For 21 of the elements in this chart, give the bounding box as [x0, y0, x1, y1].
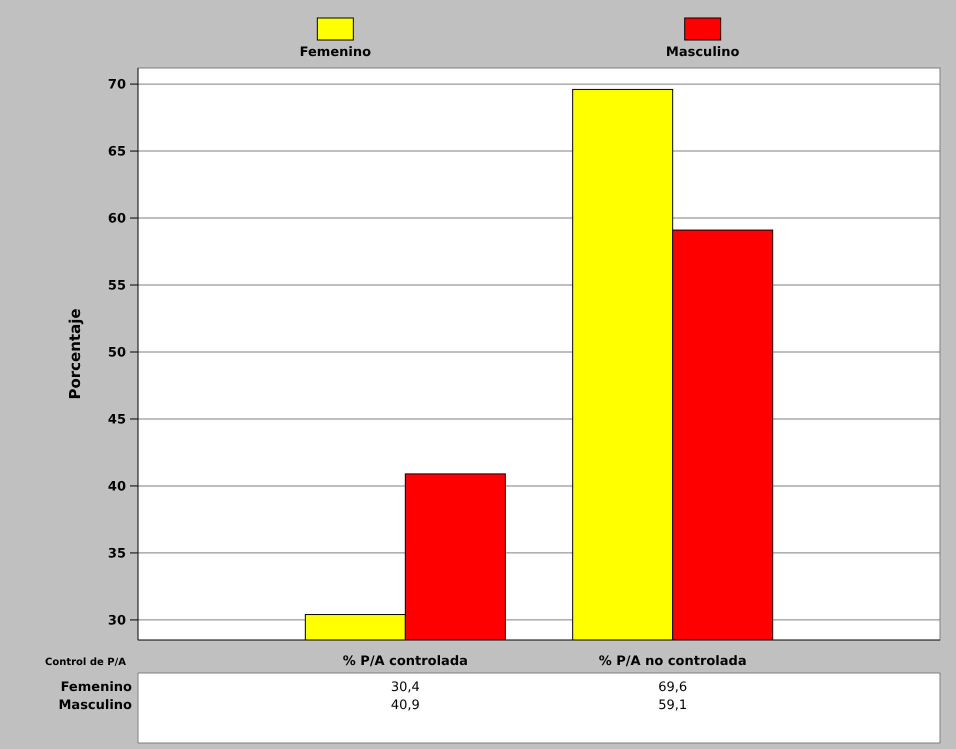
y-tick-label: 65	[108, 144, 126, 160]
text: Femenino	[60, 680, 132, 695]
x-axis-title: Control de P/A	[45, 657, 126, 668]
text: Masculino	[58, 698, 132, 713]
y-tick-label: 35	[108, 546, 126, 562]
y-tick-label: 30	[108, 613, 126, 628]
y-tick-label: 45	[108, 412, 126, 428]
y-tick-label: 55	[108, 278, 126, 294]
legend-label: Masculino	[666, 45, 740, 60]
y-tick-label: 40	[108, 480, 126, 494]
y-tick-label: 50	[108, 346, 126, 361]
y-tick-label: 70	[108, 78, 126, 93]
data-label: 69,6	[658, 680, 688, 695]
x-tick-label: % P/A no controlada	[598, 654, 747, 669]
data-label: 30,4	[390, 680, 420, 695]
data-label: 59,1	[658, 698, 688, 713]
y-axis-title: Porcentaje	[66, 308, 84, 400]
y-tick-label: 60	[108, 212, 126, 227]
x-tick-label: % P/A controlada	[342, 654, 468, 669]
legend-label: Femenino	[300, 45, 372, 60]
data-label: 40,9	[390, 698, 420, 713]
